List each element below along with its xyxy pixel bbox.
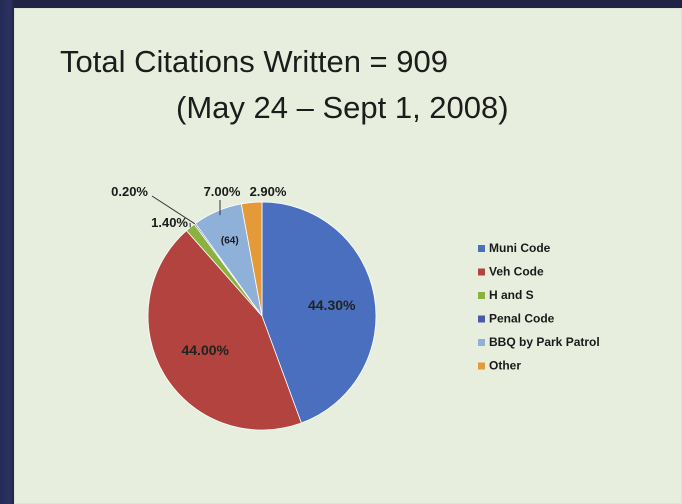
slide-subtitle: (May 24 – Sept 1, 2008) (176, 90, 509, 125)
annotation-bbq-by-park-patrol: (64) (221, 235, 239, 246)
legend-label-h-and-s: H and S (489, 288, 534, 302)
legend-label-bbq-by-park-patrol: BBQ by Park Patrol (489, 335, 600, 349)
pie-slice-veh-code (147, 230, 302, 431)
legend-label-other: Other (489, 359, 521, 373)
leader-line-penal-code (151, 195, 196, 225)
slide-title: Total Citations Written = 909 (60, 44, 448, 79)
legend-swatch-penal-code (478, 315, 485, 323)
legend-swatch-other (478, 362, 485, 370)
data-label-penal-code: 0.20% (111, 184, 148, 199)
legend-swatch-muni-code (478, 245, 485, 252)
pie-slice-muni-code (261, 201, 377, 424)
pie-slice-other (240, 201, 263, 317)
legend-swatch-bbq-by-park-patrol (478, 339, 485, 346)
legend-label-veh-code: Veh Code (489, 265, 544, 279)
data-label-muni-code: 44.30% (308, 297, 356, 313)
pie-labels: 44.30% 44.00% 1.40% 0.20% 7.00% (64) 2.90% (111, 184, 356, 358)
legend-label-muni-code: Muni Code (489, 241, 551, 255)
legend-swatch-h-and-s (478, 292, 485, 299)
pie-slices (147, 201, 377, 431)
data-label-other: 2.90% (250, 184, 287, 199)
data-label-veh-code: 44.00% (181, 342, 229, 358)
legend: Muni Code Veh Code H and S Penal Code BBQ by… (478, 241, 600, 373)
legend-label-penal-code: Penal Code (489, 312, 555, 326)
legend-swatch-veh-code (478, 268, 485, 276)
data-label-h-and-s: 1.40% (151, 215, 188, 230)
data-label-bbq-by-park-patrol: 7.00% (204, 184, 241, 199)
